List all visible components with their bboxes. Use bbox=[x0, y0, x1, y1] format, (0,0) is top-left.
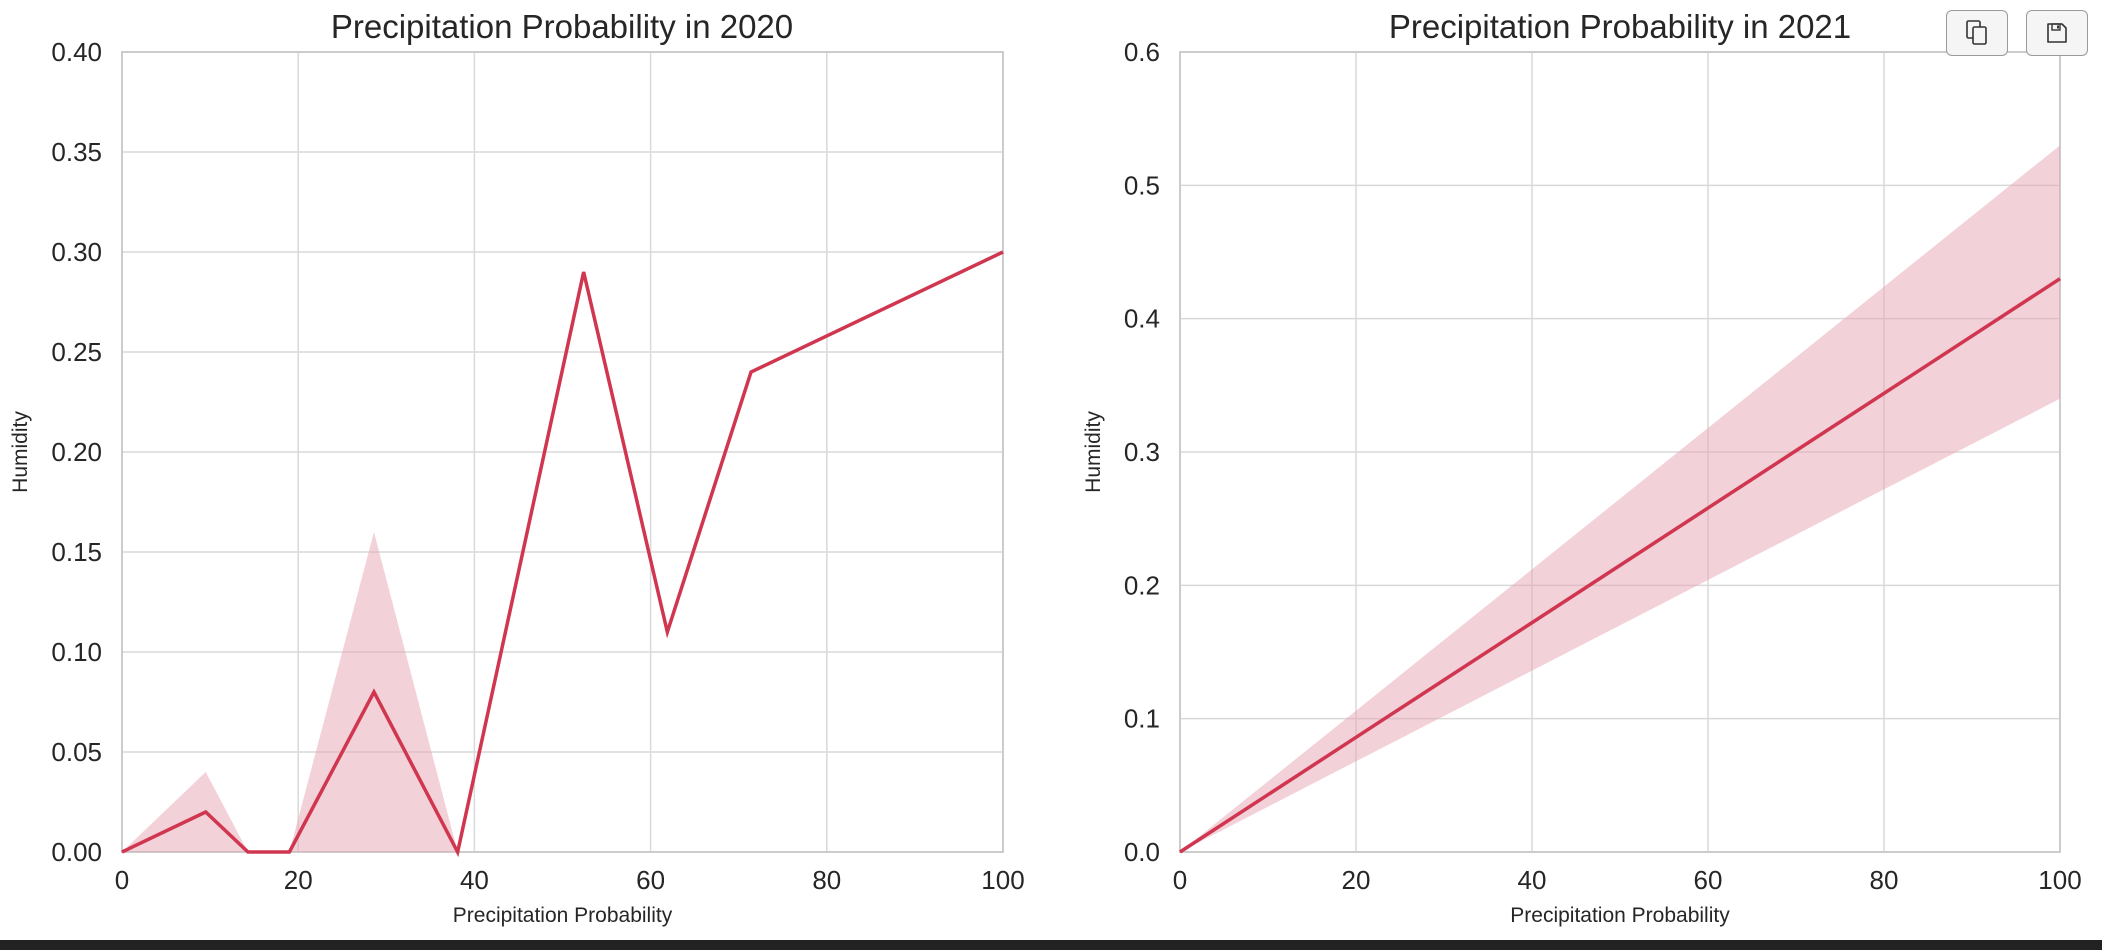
y-tick-label: 0.0 bbox=[1124, 837, 1160, 867]
y-tick-label: 0.25 bbox=[51, 337, 102, 367]
x-tick-label: 20 bbox=[1342, 865, 1371, 895]
x-tick-label: 20 bbox=[284, 865, 313, 895]
floppy-disk-icon bbox=[2045, 21, 2069, 45]
x-tick-label: 40 bbox=[460, 865, 489, 895]
x-tick-label: 80 bbox=[812, 865, 841, 895]
x-tick-label: 60 bbox=[1694, 865, 1723, 895]
y-tick-label: 0.1 bbox=[1124, 704, 1160, 734]
y-tick-label: 0.5 bbox=[1124, 170, 1160, 200]
x-tick-label: 0 bbox=[115, 865, 129, 895]
x-tick-label: 100 bbox=[981, 865, 1024, 895]
y-tick-label: 0.30 bbox=[51, 237, 102, 267]
y-axis-label: Humidity bbox=[1082, 411, 1105, 493]
copy-icon bbox=[1964, 19, 1990, 47]
x-axis-label: Precipitation Probability bbox=[1510, 904, 1730, 927]
x-tick-label: 100 bbox=[2038, 865, 2081, 895]
x-tick-label: 80 bbox=[1870, 865, 1899, 895]
chart-title: Precipitation Probability in 2020 bbox=[331, 8, 793, 45]
series-line bbox=[1179, 277, 2061, 854]
x-tick-label: 0 bbox=[1173, 865, 1187, 895]
plot-frame bbox=[121, 51, 1004, 853]
y-tick-label: 0.35 bbox=[51, 137, 102, 167]
y-tick-label: 0.15 bbox=[51, 537, 102, 567]
confidence-band bbox=[1180, 145, 2060, 853]
confidence-band bbox=[122, 252, 1003, 852]
series-line bbox=[121, 250, 1004, 858]
x-axis-label: Precipitation Probability bbox=[453, 904, 673, 927]
y-tick-label: 0.20 bbox=[51, 437, 102, 467]
y-tick-label: 0.05 bbox=[51, 737, 102, 767]
x-tick-label: 40 bbox=[1518, 865, 1547, 895]
y-tick-label: 0.2 bbox=[1124, 570, 1160, 600]
y-axis-label: Humidity bbox=[9, 411, 32, 493]
save-button[interactable] bbox=[2026, 10, 2088, 56]
x-tick-label: 60 bbox=[636, 865, 665, 895]
y-tick-label: 0.10 bbox=[51, 637, 102, 667]
plot-frame bbox=[1179, 51, 2061, 853]
y-tick-label: 0.6 bbox=[1124, 37, 1160, 67]
y-tick-label: 0.00 bbox=[51, 837, 102, 867]
y-tick-label: 0.3 bbox=[1124, 437, 1160, 467]
chart-panel-2: 0 20 40 60 80 100 0.0 0.1 0.2 0.3 0.4 0.5 0.6 Precipi… bbox=[1082, 8, 2082, 927]
chart-title: Precipitation Probability in 2021 bbox=[1389, 8, 1851, 45]
chart-panel-1: 0 20 40 60 80 100 0.00 0.05 0.10 0.15 0.20 0.25 0.30… bbox=[9, 8, 1025, 927]
copy-button[interactable] bbox=[1946, 10, 2008, 56]
y-tick-label: 0.4 bbox=[1124, 304, 1160, 334]
bottom-bar bbox=[0, 940, 2102, 950]
y-tick-label: 0.40 bbox=[51, 37, 102, 67]
